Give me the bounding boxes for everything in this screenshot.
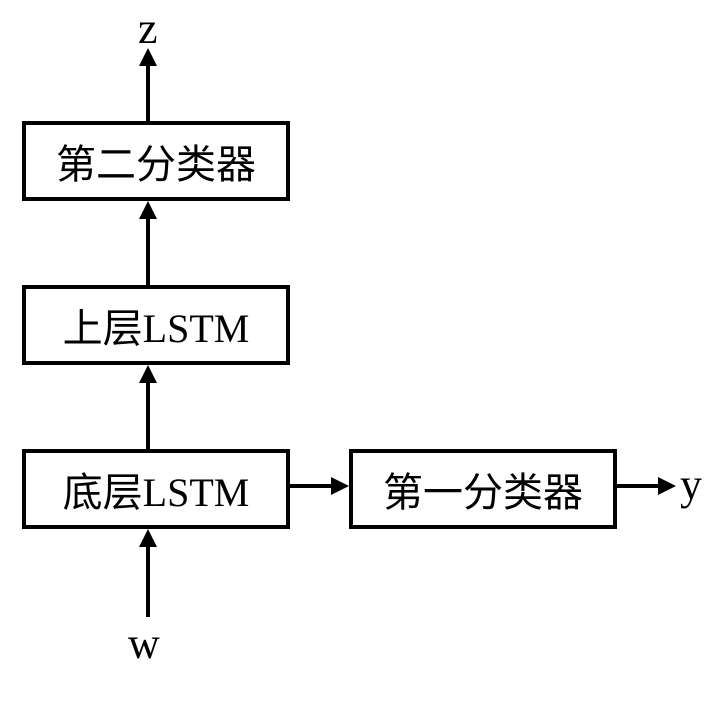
input-w-label: w [128,618,160,669]
node-upper-lstm: 上层LSTM [22,285,290,365]
node-classifier1: 第一分类器 [349,449,617,529]
arrow-bottom-to-upper [138,365,158,449]
arrow-bottom-to-cls1 [290,476,349,496]
node-upper-lstm-label: 上层LSTM [63,296,250,354]
node-classifier2-label: 第二分类器 [56,132,256,190]
arrow-w-to-bottom [138,529,158,617]
arrow-cls1-to-y [617,476,676,496]
node-classifier2: 第二分类器 [22,121,290,201]
node-bottom-lstm: 底层LSTM [22,449,290,529]
arrow-upper-to-cls2 [138,201,158,285]
node-classifier1-label: 第一分类器 [383,460,583,518]
output-y-label: y [680,459,702,510]
arrow-cls2-to-z [138,48,158,121]
node-bottom-lstm-label: 底层LSTM [63,460,250,518]
output-z-label: z [138,3,158,54]
